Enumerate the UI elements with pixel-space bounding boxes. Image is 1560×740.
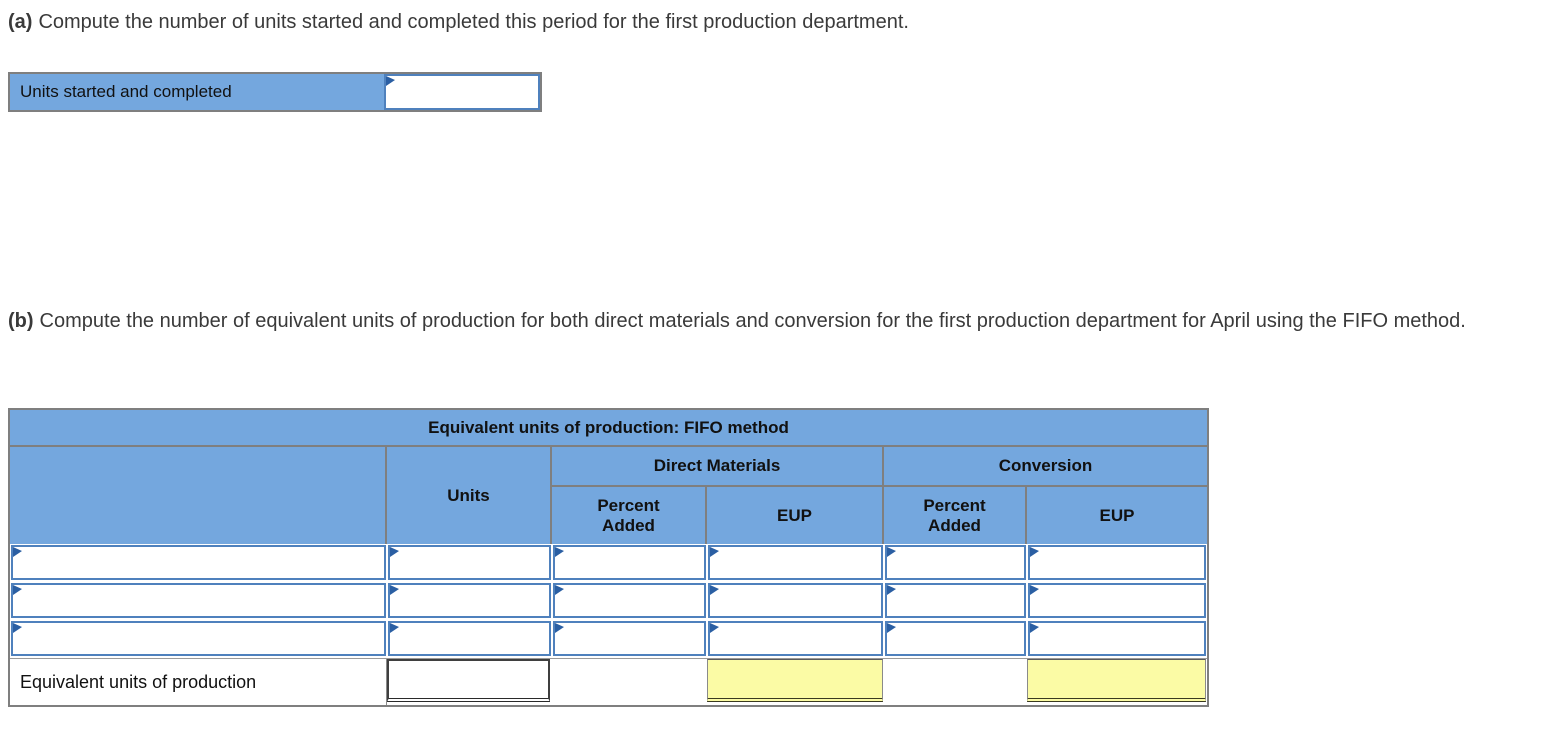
conv-eup-result-cell (1027, 659, 1206, 702)
entry-cell-dm-eup[interactable] (707, 620, 884, 658)
entry-cell-dm-percent[interactable] (552, 582, 707, 620)
entry-cell-conv-eup[interactable] (1027, 544, 1207, 582)
entry-cell-dm-percent[interactable] (552, 544, 707, 582)
entry-cell-conv-percent[interactable] (884, 620, 1027, 658)
row-conv-eup-input[interactable] (1030, 585, 1204, 616)
header-direct-materials: Direct Materials (552, 447, 884, 487)
table-row (10, 582, 1207, 620)
units-started-input[interactable] (386, 76, 538, 108)
eup-table-header: Units Direct Materials Conversion Percen… (10, 447, 1207, 544)
eup-total-row: Equivalent units of production (10, 658, 1207, 705)
row-conv-eup-input[interactable] (1030, 623, 1204, 654)
prompt-b-label: (b) (8, 310, 34, 332)
total-units-input[interactable] (389, 661, 548, 698)
table-row (10, 620, 1207, 658)
total-units-cell[interactable] (387, 659, 552, 705)
row-label-input[interactable] (13, 547, 384, 578)
entry-cell-dm-percent[interactable] (552, 620, 707, 658)
entry-cell-conv-percent[interactable] (884, 582, 1027, 620)
entry-cell-units[interactable] (387, 582, 552, 620)
units-started-table: Units started and completed (8, 72, 542, 112)
entry-cell-dm-eup[interactable] (707, 544, 884, 582)
row-conv-eup-input[interactable] (1030, 547, 1204, 578)
row-dm-percent-input[interactable] (555, 547, 704, 578)
prompt-a-label: (a) (8, 11, 33, 33)
entry-cell-conv-eup[interactable] (1027, 620, 1207, 658)
dm-eup-result-cell (707, 659, 883, 702)
eup-table-title: Equivalent units of production: FIFO met… (10, 410, 1207, 447)
entry-cell-conv-eup[interactable] (1027, 582, 1207, 620)
row-conv-percent-input[interactable] (887, 547, 1024, 578)
entry-cell-units[interactable] (387, 620, 552, 658)
total-conv-percent-blank-cell (884, 659, 1027, 705)
header-conversion: Conversion (884, 447, 1207, 487)
eup-fifo-table: Equivalent units of production: FIFO met… (8, 408, 1209, 707)
row-label-input[interactable] (13, 585, 384, 616)
row-dm-eup-input[interactable] (710, 623, 881, 654)
units-started-row-label: Units started and completed (10, 74, 384, 110)
row-units-input[interactable] (390, 623, 549, 654)
header-conv-eup: EUP (1027, 487, 1207, 544)
entry-cell-conv-percent[interactable] (884, 544, 1027, 582)
prompt-b: (b) Compute the number of equivalent unit… (8, 307, 1513, 335)
row-dm-eup-input[interactable] (710, 547, 881, 578)
prompt-a: (a) Compute the number of units started a… (8, 8, 1528, 36)
entry-cell-label[interactable] (10, 582, 387, 620)
header-blank-cell (10, 447, 387, 544)
row-units-input[interactable] (390, 547, 549, 578)
header-units: Units (387, 447, 552, 544)
entry-cell-dm-eup[interactable] (707, 582, 884, 620)
prompt-b-text: Compute the number of equivalent units o… (39, 310, 1466, 332)
header-dm-percent-added: Percent Added (552, 487, 707, 544)
units-started-input-cell[interactable] (384, 74, 540, 110)
eup-table-body (10, 544, 1207, 658)
row-units-input[interactable] (390, 585, 549, 616)
total-dm-percent-blank-cell (552, 659, 707, 705)
header-conv-percent-added: Percent Added (884, 487, 1027, 544)
entry-cell-units[interactable] (387, 544, 552, 582)
row-dm-percent-input[interactable] (555, 585, 704, 616)
row-conv-percent-input[interactable] (887, 623, 1024, 654)
entry-cell-label[interactable] (10, 620, 387, 658)
total-conv-eup-cell (1027, 659, 1207, 705)
entry-cell-label[interactable] (10, 544, 387, 582)
prompt-a-text: Compute the number of units started and … (38, 11, 909, 33)
units-started-input-box[interactable] (384, 74, 540, 110)
table-row (10, 544, 1207, 582)
row-conv-percent-input[interactable] (887, 585, 1024, 616)
total-dm-eup-cell (707, 659, 884, 705)
header-dm-eup: EUP (707, 487, 884, 544)
row-label-input[interactable] (13, 623, 384, 654)
total-row-label: Equivalent units of production (10, 659, 387, 705)
row-dm-eup-input[interactable] (710, 585, 881, 616)
row-dm-percent-input[interactable] (555, 623, 704, 654)
